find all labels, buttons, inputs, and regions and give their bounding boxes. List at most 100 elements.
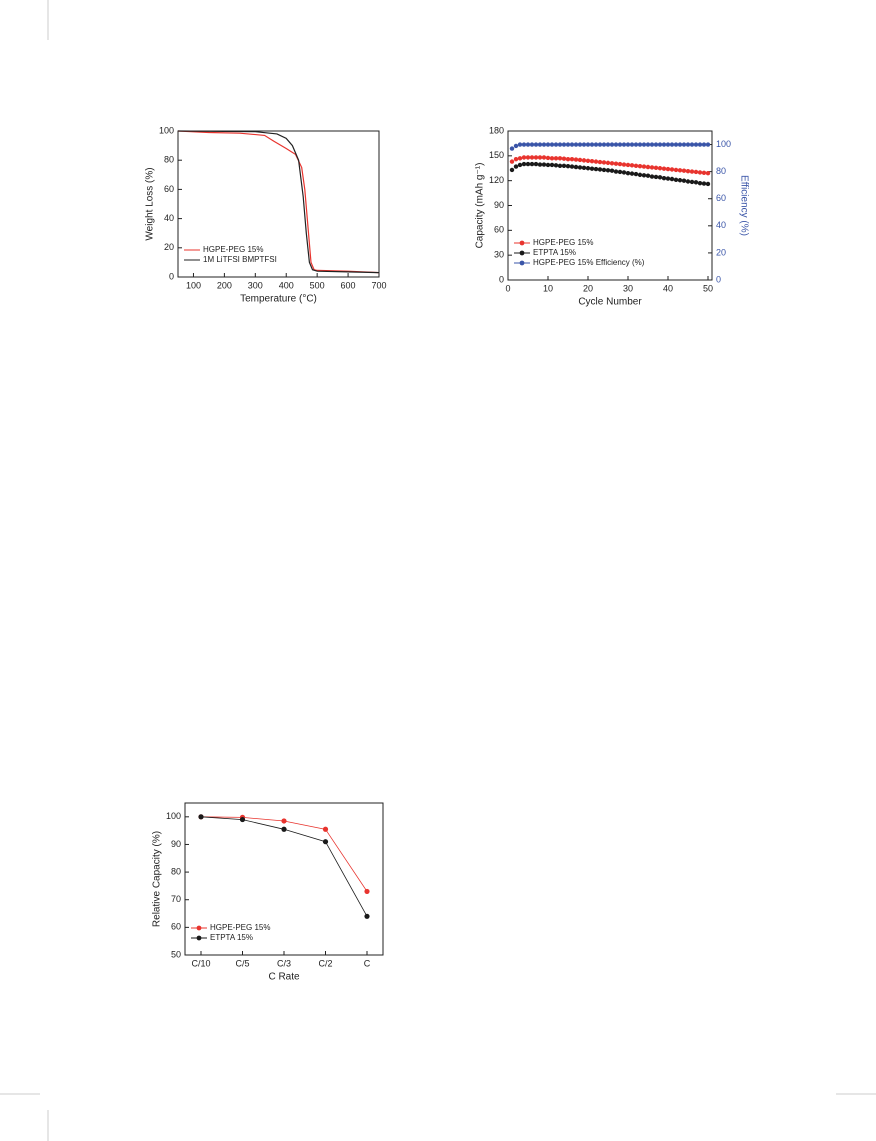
data-point	[322, 839, 329, 845]
data-point	[565, 142, 571, 147]
data-point	[625, 142, 631, 147]
x-tick-label: 0	[505, 283, 510, 293]
y-axis-title: Weight Loss (%)	[145, 167, 156, 240]
x-tick-label: 100	[186, 280, 201, 290]
y2-tick-label: 80	[716, 166, 726, 176]
data-point	[705, 142, 711, 147]
data-point	[625, 162, 631, 168]
plot-frame	[177, 130, 380, 278]
data-point	[593, 166, 599, 172]
data-point	[705, 181, 711, 187]
y-tick-label: 40	[164, 213, 174, 223]
data-point	[637, 142, 643, 147]
data-point	[613, 161, 619, 166]
data-point	[705, 171, 711, 176]
data-point	[513, 156, 519, 162]
x-axis-title: C Rate	[268, 972, 300, 983]
data-point	[653, 142, 659, 147]
data-point	[665, 176, 671, 181]
data-point	[573, 164, 579, 170]
data-point	[617, 169, 623, 175]
data-point	[625, 171, 631, 176]
data-point	[697, 180, 703, 186]
data-point	[661, 142, 667, 147]
data-point	[553, 163, 559, 168]
data-point	[513, 143, 519, 149]
data-point	[617, 142, 623, 147]
x-tick-label: C/10	[191, 958, 210, 968]
x-tick-label: 500	[310, 280, 325, 290]
data-point	[641, 142, 647, 147]
data-point	[577, 165, 583, 170]
data-point	[633, 142, 639, 147]
x-tick-label: C/2	[318, 958, 332, 968]
data-point	[561, 163, 567, 168]
data-point	[549, 156, 555, 161]
data-point	[673, 177, 679, 183]
data-point	[521, 155, 527, 160]
data-point	[621, 162, 627, 167]
y-tick-label: 50	[171, 949, 181, 959]
data-point	[561, 142, 567, 147]
data-point	[364, 888, 370, 895]
legend-marker	[196, 925, 202, 931]
y-tick-label: 120	[489, 175, 504, 185]
y-tick-label: 60	[171, 922, 181, 932]
data-point	[513, 164, 519, 169]
data-point	[657, 166, 663, 171]
y-tick-label: 80	[171, 866, 181, 876]
data-point	[509, 146, 515, 151]
legend-label: HGPE-PEG 15%	[210, 923, 270, 932]
data-point	[697, 142, 703, 147]
data-point	[629, 171, 635, 176]
x-tick-label: C/5	[235, 958, 249, 968]
data-point	[669, 142, 675, 147]
data-point	[529, 161, 535, 167]
data-point	[533, 142, 539, 147]
x-tick-label: C/3	[277, 958, 291, 968]
data-point	[529, 142, 535, 147]
data-point	[545, 142, 551, 147]
data-point	[685, 179, 691, 184]
data-point	[589, 166, 595, 171]
y2-tick-label: 0	[716, 274, 721, 284]
y-tick-label: 90	[494, 200, 504, 210]
y2-tick-label: 40	[716, 220, 726, 230]
x-tick-label: 700	[371, 280, 386, 290]
data-point	[645, 173, 651, 178]
data-point	[701, 170, 707, 176]
y-tick-label: 0	[169, 271, 174, 281]
data-point	[573, 157, 579, 162]
x-tick-label: 50	[703, 283, 713, 293]
data-point	[549, 142, 555, 147]
data-point	[509, 159, 515, 164]
data-point	[553, 156, 559, 161]
data-point	[693, 180, 699, 185]
data-point	[621, 170, 627, 175]
data-point	[581, 142, 587, 147]
data-point	[585, 158, 591, 163]
data-point	[637, 163, 643, 169]
data-point	[557, 163, 563, 168]
data-point	[545, 162, 551, 168]
data-point	[697, 170, 703, 175]
data-point	[517, 142, 523, 147]
y-tick-label: 60	[164, 184, 174, 194]
data-point	[657, 175, 663, 180]
data-point	[701, 181, 707, 186]
legend-marker	[196, 935, 202, 941]
data-point	[565, 163, 571, 169]
legend-marker	[519, 260, 525, 266]
data-point	[521, 142, 527, 147]
data-point	[593, 142, 599, 147]
data-point	[681, 142, 687, 147]
data-point	[529, 155, 535, 160]
x-axis-title: Temperature (°C)	[240, 294, 317, 305]
data-point	[525, 142, 531, 147]
y-tick-label: 100	[166, 811, 181, 821]
data-point	[645, 142, 651, 147]
data-point	[649, 174, 655, 179]
data-point	[649, 142, 655, 147]
data-point	[681, 168, 687, 173]
data-point	[689, 179, 695, 185]
